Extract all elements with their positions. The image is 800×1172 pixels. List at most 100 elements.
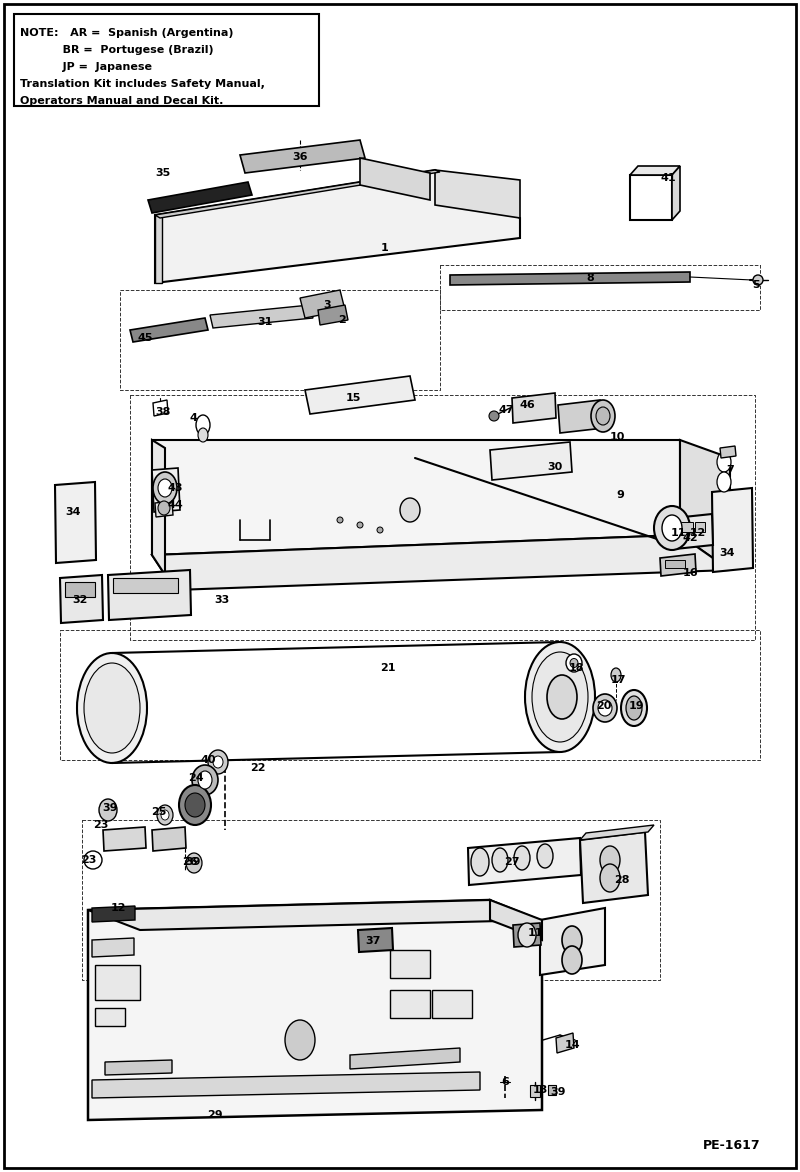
Polygon shape <box>92 1072 480 1098</box>
Bar <box>695 522 705 532</box>
Bar <box>665 560 685 568</box>
Ellipse shape <box>213 756 223 768</box>
Text: Operators Manual and Decal Kit.: Operators Manual and Decal Kit. <box>20 96 223 105</box>
Text: 40: 40 <box>200 755 216 765</box>
Polygon shape <box>720 447 736 458</box>
Polygon shape <box>490 900 542 940</box>
Polygon shape <box>152 440 175 598</box>
Text: 21: 21 <box>380 663 396 673</box>
Ellipse shape <box>591 400 615 432</box>
Bar <box>530 1085 540 1097</box>
Polygon shape <box>210 305 313 328</box>
Text: 34: 34 <box>719 548 734 558</box>
Polygon shape <box>155 170 440 218</box>
Text: 39: 39 <box>102 803 118 813</box>
Text: 36: 36 <box>292 152 308 162</box>
Polygon shape <box>240 139 365 173</box>
Text: 16: 16 <box>682 568 698 578</box>
Bar <box>65 582 95 597</box>
Polygon shape <box>512 393 556 423</box>
Ellipse shape <box>471 849 489 875</box>
Text: 42: 42 <box>682 533 698 543</box>
Polygon shape <box>540 908 605 975</box>
Ellipse shape <box>753 275 763 285</box>
Ellipse shape <box>285 1020 315 1059</box>
Ellipse shape <box>611 668 621 682</box>
Bar <box>113 578 178 593</box>
Ellipse shape <box>208 750 228 774</box>
Text: 28: 28 <box>614 875 630 885</box>
Ellipse shape <box>357 522 363 529</box>
Ellipse shape <box>626 696 642 720</box>
Polygon shape <box>92 906 135 922</box>
Text: 19: 19 <box>628 701 644 711</box>
Bar <box>14 14 319 105</box>
Polygon shape <box>155 500 173 517</box>
Polygon shape <box>558 400 604 432</box>
Text: 29: 29 <box>207 1110 223 1120</box>
Ellipse shape <box>654 506 690 550</box>
Polygon shape <box>674 515 713 548</box>
Polygon shape <box>103 827 146 851</box>
Polygon shape <box>580 832 648 902</box>
Text: 7: 7 <box>726 465 734 475</box>
Polygon shape <box>105 1059 172 1075</box>
Text: 5: 5 <box>752 280 760 289</box>
Text: NOTE:   AR =  Spanish (Argentina): NOTE: AR = Spanish (Argentina) <box>20 28 234 38</box>
Ellipse shape <box>717 472 731 492</box>
Text: 24: 24 <box>188 774 204 783</box>
Text: Translation Kit includes Safety Manual,: Translation Kit includes Safety Manual, <box>20 79 265 89</box>
Ellipse shape <box>153 472 177 504</box>
Polygon shape <box>660 554 696 575</box>
Ellipse shape <box>84 663 140 752</box>
Ellipse shape <box>196 415 210 435</box>
Ellipse shape <box>157 805 173 825</box>
Ellipse shape <box>596 407 610 425</box>
Ellipse shape <box>570 659 578 668</box>
Text: 777parts.com: 777parts.com <box>423 1004 489 1042</box>
Polygon shape <box>680 440 730 570</box>
Ellipse shape <box>158 479 172 497</box>
Text: 18: 18 <box>568 663 584 673</box>
Ellipse shape <box>337 517 343 523</box>
Text: 17: 17 <box>610 675 626 684</box>
Polygon shape <box>468 838 581 885</box>
Text: 27: 27 <box>504 857 520 867</box>
Text: 39: 39 <box>550 1086 566 1097</box>
Text: 4: 4 <box>189 413 197 423</box>
Ellipse shape <box>84 851 102 868</box>
Polygon shape <box>155 170 520 282</box>
Ellipse shape <box>598 700 612 716</box>
Polygon shape <box>92 938 134 958</box>
Ellipse shape <box>532 652 588 742</box>
Text: BR =  Portugese (Brazil): BR = Portugese (Brazil) <box>20 45 214 55</box>
Polygon shape <box>60 575 103 624</box>
Text: 45: 45 <box>138 333 153 343</box>
Polygon shape <box>358 928 393 952</box>
Text: 38: 38 <box>155 407 170 417</box>
Polygon shape <box>88 900 540 931</box>
Text: 44: 44 <box>167 500 183 510</box>
Text: 2: 2 <box>338 315 346 325</box>
Text: 43: 43 <box>167 483 182 493</box>
Bar <box>432 990 472 1018</box>
Text: PE-1617: PE-1617 <box>702 1139 760 1152</box>
Ellipse shape <box>198 428 208 442</box>
Polygon shape <box>152 440 680 556</box>
Ellipse shape <box>492 849 508 872</box>
Text: 25: 25 <box>151 808 166 817</box>
Ellipse shape <box>377 527 383 533</box>
Polygon shape <box>490 442 572 481</box>
Polygon shape <box>630 166 680 175</box>
Polygon shape <box>55 482 96 563</box>
Text: 33: 33 <box>214 595 230 605</box>
Polygon shape <box>108 570 191 620</box>
Ellipse shape <box>717 452 731 472</box>
Ellipse shape <box>179 785 211 825</box>
Ellipse shape <box>185 793 205 817</box>
Text: 11: 11 <box>527 928 542 938</box>
Text: 32: 32 <box>72 595 88 605</box>
Text: 37: 37 <box>366 936 381 946</box>
Ellipse shape <box>537 844 553 868</box>
Text: JP =  Japanese: JP = Japanese <box>20 62 152 71</box>
